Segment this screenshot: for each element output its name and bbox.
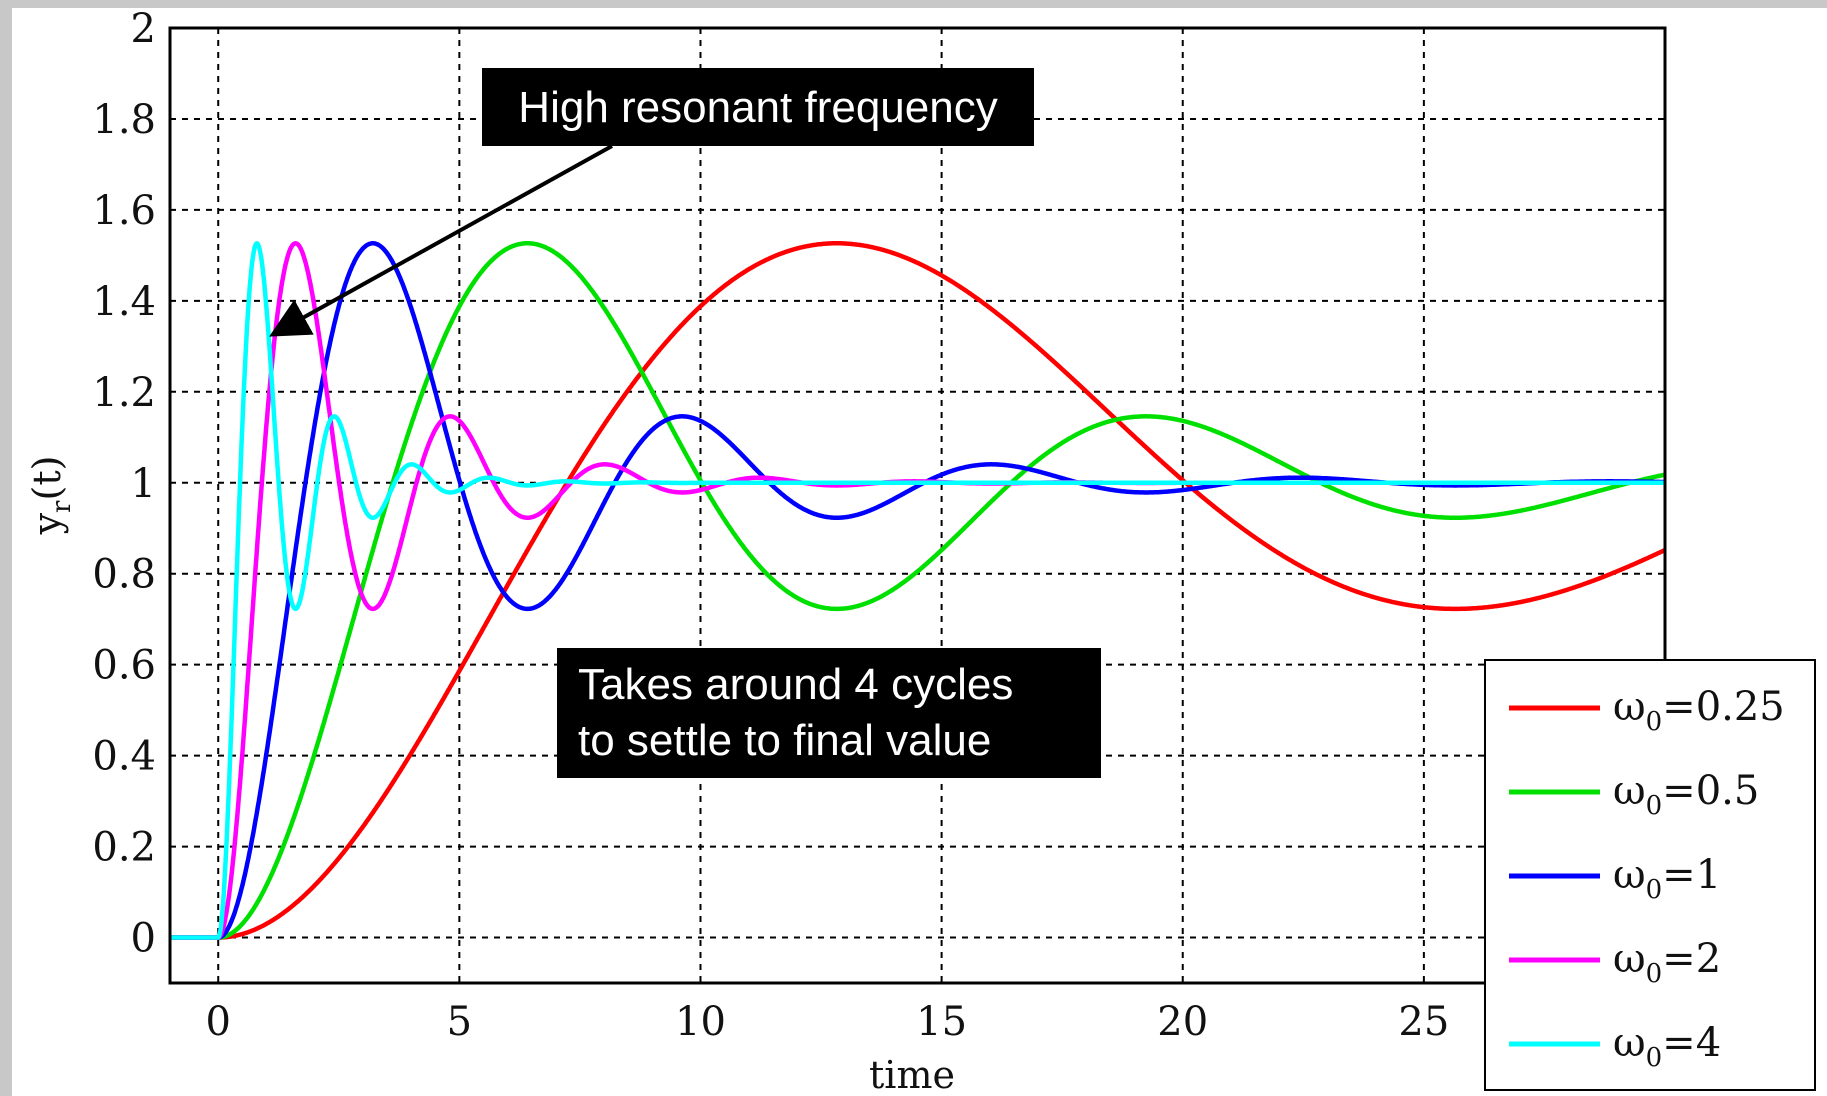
x-tick-label: 10 [675,999,726,1045]
y-tick-label: 0 [131,916,156,962]
y-tick-label: 1 [131,461,156,507]
y-tick-label: 1.4 [92,279,156,325]
annotation-box-high-resonant [482,68,1034,146]
x-tick-labels: 0 5 10 15 20 25 [205,999,1449,1045]
y-tick-labels: 0 0.2 0.4 0.6 0.8 1 1.2 1.4 1.6 1.8 2 [92,6,156,962]
annotations: High resonant frequency Takes around 4 c… [269,68,1101,778]
y-tick-label: 0.8 [92,552,156,598]
x-tick-label: 15 [916,999,967,1045]
legend: ω0=0.25 ω0=0.5 ω0=1 ω0=2 ω0=4 [1484,659,1816,1091]
series-line-4 [168,241,1667,940]
y-axis-title-main: y [25,512,69,535]
annotation-text-settle-line2: to settle to final value [578,716,991,765]
annotation-text-high-resonant: High resonant frequency [518,83,997,132]
y-tick-label: 0.4 [92,734,156,780]
x-tick-label: 0 [205,999,230,1045]
legend-label-0: ω0=0.25 [1613,684,1785,737]
annotation-text-settle-line1: Takes around 4 cycles [578,660,1013,709]
y-axis-title-suffix: (t) [25,456,69,501]
series-line-0 [168,241,1667,940]
x-tick-label: 20 [1157,999,1208,1045]
annotation-arrow [269,144,613,337]
y-tick-label: 0.2 [92,825,156,871]
y-tick-label: 0.6 [92,643,156,689]
legend-label-4: ω0=4 [1613,1020,1721,1073]
x-tick-label: 5 [447,999,472,1045]
y-axis-title-sub: r [47,500,77,513]
y-tick-label: 1.2 [92,370,156,416]
x-tick-label: 25 [1398,999,1449,1045]
plot-area [170,28,1665,983]
series-line-1 [168,241,1667,940]
plot-border [168,26,1667,985]
annotation-box-settle [557,648,1101,778]
y-axis-title: yr(t) [25,456,77,536]
legend-label-3: ω0=2 [1613,936,1721,989]
y-tick-label: 1.6 [92,188,156,234]
y-tick-label: 2 [131,6,156,52]
legend-label-1: ω0=0.5 [1613,768,1759,821]
y-tick-label: 1.8 [92,97,156,143]
x-axis-title: time [869,1053,955,1096]
series-lines [168,241,1667,940]
legend-label-2: ω0=1 [1613,852,1721,905]
